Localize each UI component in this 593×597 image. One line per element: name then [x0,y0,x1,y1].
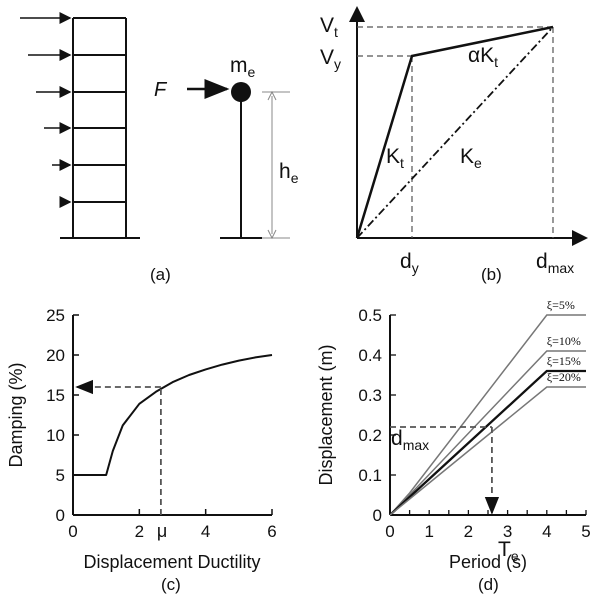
damping-series-label: ξ=20% [547,370,581,384]
d-y-tick-label: 0.2 [358,426,382,445]
effective-stiffness-line [356,26,554,239]
b-guide-lines [357,26,554,238]
d-dmax-label: dmax [391,427,429,453]
sdof-oscillator: F me he [154,54,299,240]
d-series: ξ=5% ξ=10% ξ=15% ξ=20% [389,298,586,516]
c-x-tick-label: 0 [68,522,77,541]
displacement-spectrum-line [389,386,586,516]
d-y-tick-label: 0.5 [358,306,382,325]
c-y-tick-label: 20 [46,346,65,365]
d-ticks: 0 1 2 3 4 5 0 0.1 0.2 0.3 0.4 0.5 [358,306,590,541]
d-x-tick-label: 4 [542,522,551,541]
c-y-tick-label: 0 [56,506,65,525]
d-x-tick-label: 5 [581,522,590,541]
c-x-tick-label: 6 [267,522,276,541]
c-y-tick-label: 25 [46,306,65,325]
panel-b: Vt Vy αKt Kt Ke dy dmax (b) [320,6,588,284]
lateral-load-arrows [20,12,72,208]
ke-label: Ke [460,145,482,171]
d-y-tick-label: 0 [373,506,382,525]
damping-curve [73,354,273,476]
d-y-axis-title: Displacement (m) [316,344,336,485]
damping-series-label: ξ=5% [547,298,575,312]
damping-series-label: ξ=15% [547,354,581,368]
d-x-axis-title: Period (s) [449,552,527,572]
vy-label: Vy [320,46,341,72]
c-y-axis-title: Damping (%) [6,362,26,467]
c-y-tick-label: 10 [46,426,65,445]
caption-b: (b) [481,265,502,284]
kt-label: Kt [386,145,404,171]
d-x-tick-label: 3 [503,522,512,541]
d-x-tick-label: 2 [464,522,473,541]
caption-a: (a) [150,265,171,284]
c-x-axis-title: Displacement Ductility [83,552,260,572]
height-label: he [279,160,299,186]
d-te-label: Te [498,538,519,564]
panel-a: F me he (a) [20,12,299,284]
mu-label: μ [157,521,167,541]
dmax-label: dmax [536,250,574,276]
c-series [73,354,273,476]
d-y-tick-label: 0.1 [358,466,382,485]
d-x-tick-label: 0 [385,522,394,541]
lumped-mass [231,82,251,102]
bilinear-capacity-curve [355,25,554,239]
d-x-tick-label: 1 [424,522,433,541]
damping-series-label: ξ=10% [547,334,581,348]
c-y-tick-label: 5 [56,466,65,485]
vt-label: Vt [320,14,338,40]
mass-label: me [230,54,256,80]
dy-label: dy [400,250,419,276]
caption-c: (c) [161,575,181,594]
caption-d: (d) [478,575,499,594]
multi-storey-frame [60,17,140,239]
d-y-tick-label: 0.3 [358,386,382,405]
c-x-tick-label: 4 [201,522,210,541]
d-y-tick-label: 0.4 [358,346,382,365]
akt-label: αKt [468,44,498,70]
c-ticks: 0 2 4 6 0 5 10 15 20 25 [46,306,277,541]
height-dimension [262,90,290,240]
c-annotation: μ [75,379,167,541]
panel-d: 0 1 2 3 4 5 0 0.1 0.2 0.3 0.4 0.5 ξ=5% ξ=10% ξ=15% ξ=2… [316,298,591,594]
c-x-tick-label: 2 [135,522,144,541]
c-y-tick-label: 15 [46,386,65,405]
force-label: F [154,79,168,101]
displacement-spectrum-line [389,369,586,516]
c-axes [72,315,272,516]
d-annotation [390,426,500,515]
